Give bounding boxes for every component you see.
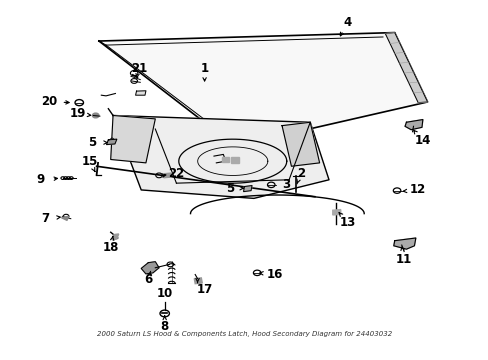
Text: 9: 9 xyxy=(36,173,44,186)
Text: 5: 5 xyxy=(88,136,96,149)
Text: 2000 Saturn LS Hood & Components Latch, Hood Secondary Diagram for 24403032: 2000 Saturn LS Hood & Components Latch, … xyxy=(97,331,391,337)
Circle shape xyxy=(92,113,99,118)
Text: 21: 21 xyxy=(130,62,147,75)
Text: 19: 19 xyxy=(69,107,86,120)
Polygon shape xyxy=(61,216,68,220)
Text: 12: 12 xyxy=(409,184,426,197)
Polygon shape xyxy=(113,116,328,198)
Polygon shape xyxy=(404,120,422,130)
Text: 4: 4 xyxy=(343,16,351,29)
Polygon shape xyxy=(112,234,119,240)
Polygon shape xyxy=(231,157,238,163)
Text: 1: 1 xyxy=(200,62,208,75)
Polygon shape xyxy=(99,32,427,146)
Text: 18: 18 xyxy=(102,241,119,254)
Polygon shape xyxy=(243,185,251,192)
Polygon shape xyxy=(385,32,427,103)
Text: 14: 14 xyxy=(414,134,430,147)
Polygon shape xyxy=(163,173,171,178)
Text: 17: 17 xyxy=(196,283,212,296)
Polygon shape xyxy=(393,238,415,249)
Text: 7: 7 xyxy=(41,212,49,225)
Text: 15: 15 xyxy=(81,155,98,168)
Polygon shape xyxy=(222,157,229,162)
Text: 10: 10 xyxy=(156,287,172,300)
Polygon shape xyxy=(332,210,340,215)
Text: 8: 8 xyxy=(160,320,168,333)
Text: 13: 13 xyxy=(339,216,355,229)
Polygon shape xyxy=(282,122,319,166)
Polygon shape xyxy=(141,262,159,274)
Text: 11: 11 xyxy=(395,253,411,266)
Text: 20: 20 xyxy=(41,95,58,108)
Text: 16: 16 xyxy=(266,268,283,281)
Text: 6: 6 xyxy=(144,273,152,286)
Polygon shape xyxy=(106,139,117,145)
Polygon shape xyxy=(110,116,155,163)
Text: 3: 3 xyxy=(282,178,290,192)
Polygon shape xyxy=(194,278,202,284)
Polygon shape xyxy=(135,91,145,95)
Text: 5: 5 xyxy=(226,182,234,195)
Text: 2: 2 xyxy=(296,167,305,180)
Text: 22: 22 xyxy=(168,167,184,180)
